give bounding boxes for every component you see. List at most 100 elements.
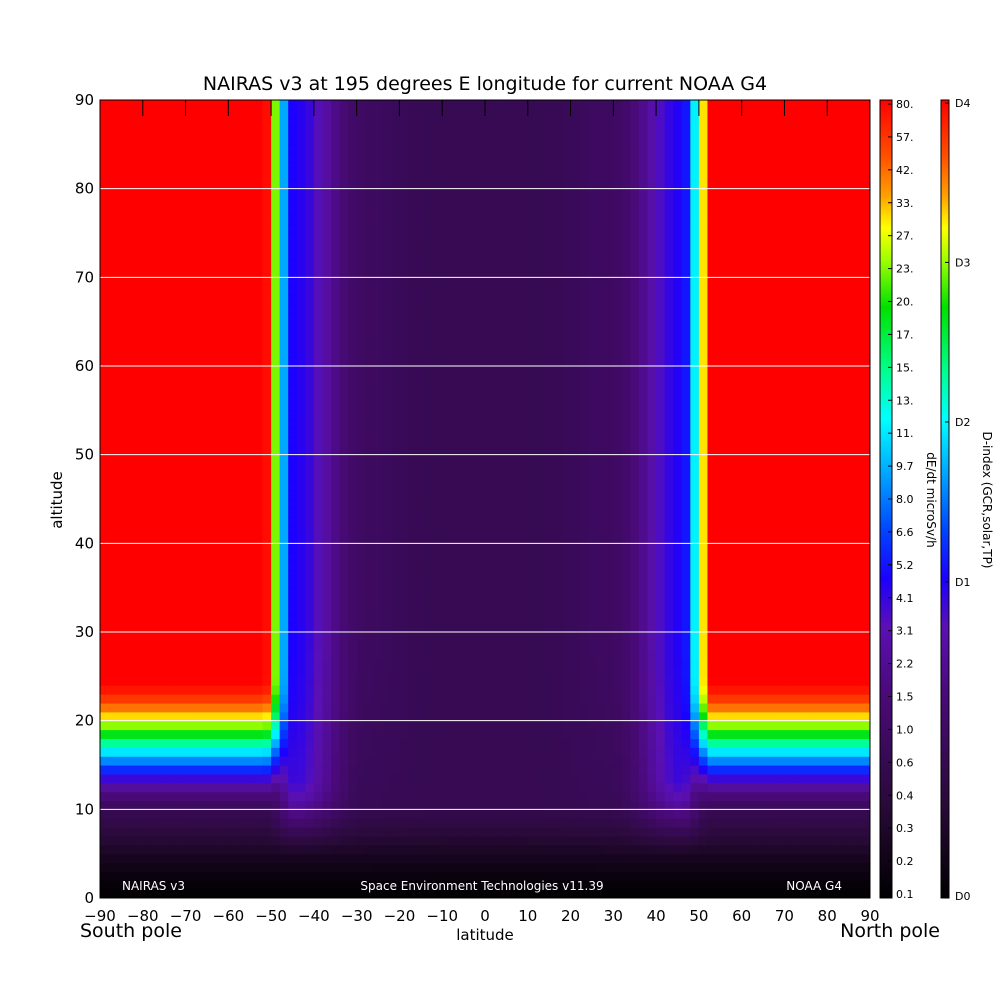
heat-cell <box>527 481 537 491</box>
heat-cell <box>450 773 460 784</box>
heat-cell <box>365 117 375 128</box>
heat-cell <box>562 773 572 784</box>
heat-cell <box>219 685 229 695</box>
heat-cell <box>348 233 358 243</box>
heat-cell <box>271 596 281 606</box>
heat-cell <box>476 277 486 287</box>
heat-cell <box>493 844 503 855</box>
heat-cell <box>211 197 221 207</box>
heat-cell <box>228 295 238 305</box>
heat-cell <box>553 162 563 172</box>
heat-cell <box>151 534 161 544</box>
heat-cell <box>536 765 546 775</box>
heat-cell <box>305 667 315 677</box>
heat-cell <box>236 827 247 837</box>
heat-cell <box>467 321 478 332</box>
heat-cell <box>108 357 118 367</box>
heat-cell <box>219 569 229 580</box>
heat-cell <box>433 401 443 411</box>
heat-cell <box>194 782 204 793</box>
heat-cell <box>305 472 315 482</box>
heat-cell <box>527 428 537 438</box>
heat-cell <box>348 135 358 145</box>
heat-cell <box>416 507 426 518</box>
heat-cell <box>399 179 409 190</box>
heat-cell <box>339 756 349 766</box>
heat-cell <box>450 286 460 296</box>
heat-cell <box>117 818 127 828</box>
heat-cell <box>562 702 572 713</box>
heat-cell <box>117 436 127 447</box>
heat-cell <box>168 108 178 119</box>
heat-cell <box>339 179 349 190</box>
heat-cell <box>510 747 520 757</box>
heat-cell <box>467 534 478 544</box>
heat-cell <box>142 286 152 296</box>
heat-cell <box>313 179 324 190</box>
heat-cell <box>125 827 135 837</box>
heat-cell <box>373 844 383 855</box>
heat-cell <box>194 241 204 252</box>
heat-cell <box>408 862 418 872</box>
heat-cell <box>382 738 392 748</box>
heat-cell <box>125 188 135 199</box>
heat-cell <box>493 632 503 642</box>
heat-cell <box>553 702 563 713</box>
heat-cell <box>356 853 366 864</box>
heat-cell <box>331 135 341 145</box>
heat-cell <box>502 436 512 447</box>
heat-cell <box>296 366 306 376</box>
heat-cell <box>177 818 187 828</box>
heat-cell <box>373 268 383 278</box>
heat-cell <box>502 179 512 190</box>
heat-cell <box>467 170 478 181</box>
heat-cell <box>177 100 187 110</box>
heat-cell <box>527 374 537 385</box>
heat-cell <box>365 410 375 420</box>
heat-cell <box>151 729 161 739</box>
heat-cell <box>142 268 152 278</box>
heat-cell <box>408 649 418 660</box>
heat-cell <box>322 711 332 722</box>
heat-cell <box>467 552 478 562</box>
heat-cell <box>339 729 349 739</box>
heat-cell <box>100 844 110 855</box>
heat-cell <box>168 445 178 456</box>
heat-cell <box>313 463 324 473</box>
heat-cell <box>450 827 460 837</box>
heat-cell <box>245 711 255 722</box>
heat-cell <box>288 880 298 890</box>
heat-cell <box>305 632 315 642</box>
heat-cell <box>288 321 298 332</box>
heat-cell <box>168 250 178 261</box>
heat-cell <box>211 224 221 234</box>
heat-cell <box>134 215 144 225</box>
heat-cell <box>142 871 152 881</box>
heat-cell <box>544 844 555 855</box>
heat-cell <box>185 649 195 660</box>
heat-cell <box>373 366 383 376</box>
heat-cell <box>142 144 152 154</box>
heat-cell <box>159 197 170 207</box>
heat-cell <box>134 499 144 509</box>
heat-cell <box>142 126 152 137</box>
heat-cell <box>228 791 238 802</box>
heat-cell <box>519 694 529 704</box>
heat-cell <box>271 765 281 775</box>
heat-cell <box>236 756 247 766</box>
heat-cell <box>467 543 478 553</box>
heat-cell <box>296 729 306 739</box>
heat-cell <box>100 100 110 110</box>
heat-cell <box>228 676 238 686</box>
heat-cell <box>254 366 264 376</box>
heat-cell <box>296 844 306 855</box>
heat-cell <box>544 694 555 704</box>
heat-cell <box>322 658 332 669</box>
heat-cell <box>416 844 426 855</box>
heat-cell <box>510 383 520 394</box>
heat-cell <box>177 667 187 677</box>
heat-cell <box>185 162 195 172</box>
heat-cell <box>382 756 392 766</box>
heat-cell <box>219 392 229 403</box>
heat-cell <box>322 525 332 536</box>
